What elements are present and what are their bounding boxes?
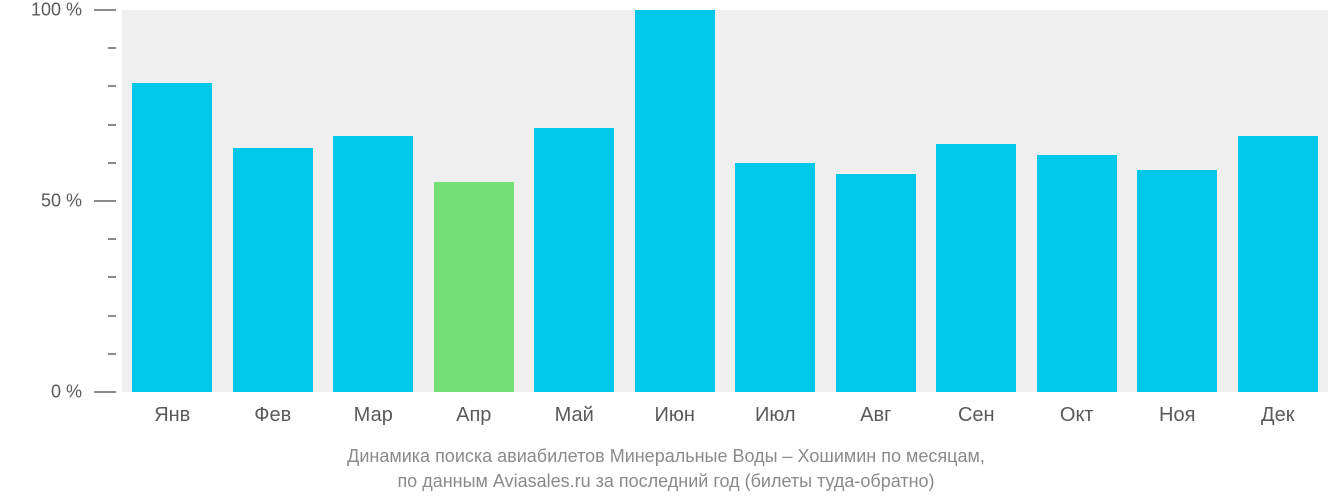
x-axis-label: Июл (755, 404, 796, 427)
x-axis-label: Май (555, 404, 594, 427)
plot-area: 0 %50 %100 %ЯнвФевМарАпрМайИюнИюлАвгСенО… (122, 10, 1328, 392)
y-major-tick (94, 9, 116, 11)
caption-line-2: по данным Aviasales.ru за последний год … (397, 471, 934, 491)
x-axis-label: Фев (254, 404, 291, 427)
y-axis-label: 0 % (51, 382, 82, 403)
bar (333, 136, 413, 392)
bar (735, 163, 815, 392)
y-minor-tick (108, 47, 116, 49)
x-axis-label: Сен (958, 404, 995, 427)
caption-line-1: Динамика поиска авиабилетов Минеральные … (347, 446, 985, 466)
x-axis-label: Авг (860, 404, 891, 427)
bar (836, 174, 916, 392)
x-axis-label: Июн (655, 404, 695, 427)
y-major-tick (94, 200, 116, 202)
x-axis-label: Янв (154, 404, 190, 427)
y-minor-tick (108, 162, 116, 164)
y-minor-tick (108, 353, 116, 355)
bar (635, 10, 715, 392)
bar (434, 182, 514, 392)
y-minor-tick (108, 238, 116, 240)
y-minor-tick (108, 276, 116, 278)
bar (1238, 136, 1318, 392)
bar (233, 148, 313, 392)
y-axis-label: 100 % (31, 0, 82, 21)
bar (936, 144, 1016, 392)
y-minor-tick (108, 315, 116, 317)
x-axis-label: Апр (456, 404, 491, 427)
y-major-tick (94, 391, 116, 393)
x-axis-label: Окт (1060, 404, 1094, 427)
x-axis-label: Мар (354, 404, 393, 427)
x-axis-label: Ноя (1159, 404, 1195, 427)
bar (1037, 155, 1117, 392)
bar (534, 128, 614, 392)
y-axis-label: 50 % (41, 191, 82, 212)
x-axis-label: Дек (1261, 404, 1294, 427)
y-minor-tick (108, 124, 116, 126)
y-minor-tick (108, 85, 116, 87)
chart-caption: Динамика поиска авиабилетов Минеральные … (0, 444, 1332, 494)
bar (132, 83, 212, 392)
chart-container: 0 % 50 % 100 % Янв Фев Мар Апр Май Июн Июл Авг Сен О… (0, 0, 1332, 502)
bar (1137, 170, 1217, 392)
